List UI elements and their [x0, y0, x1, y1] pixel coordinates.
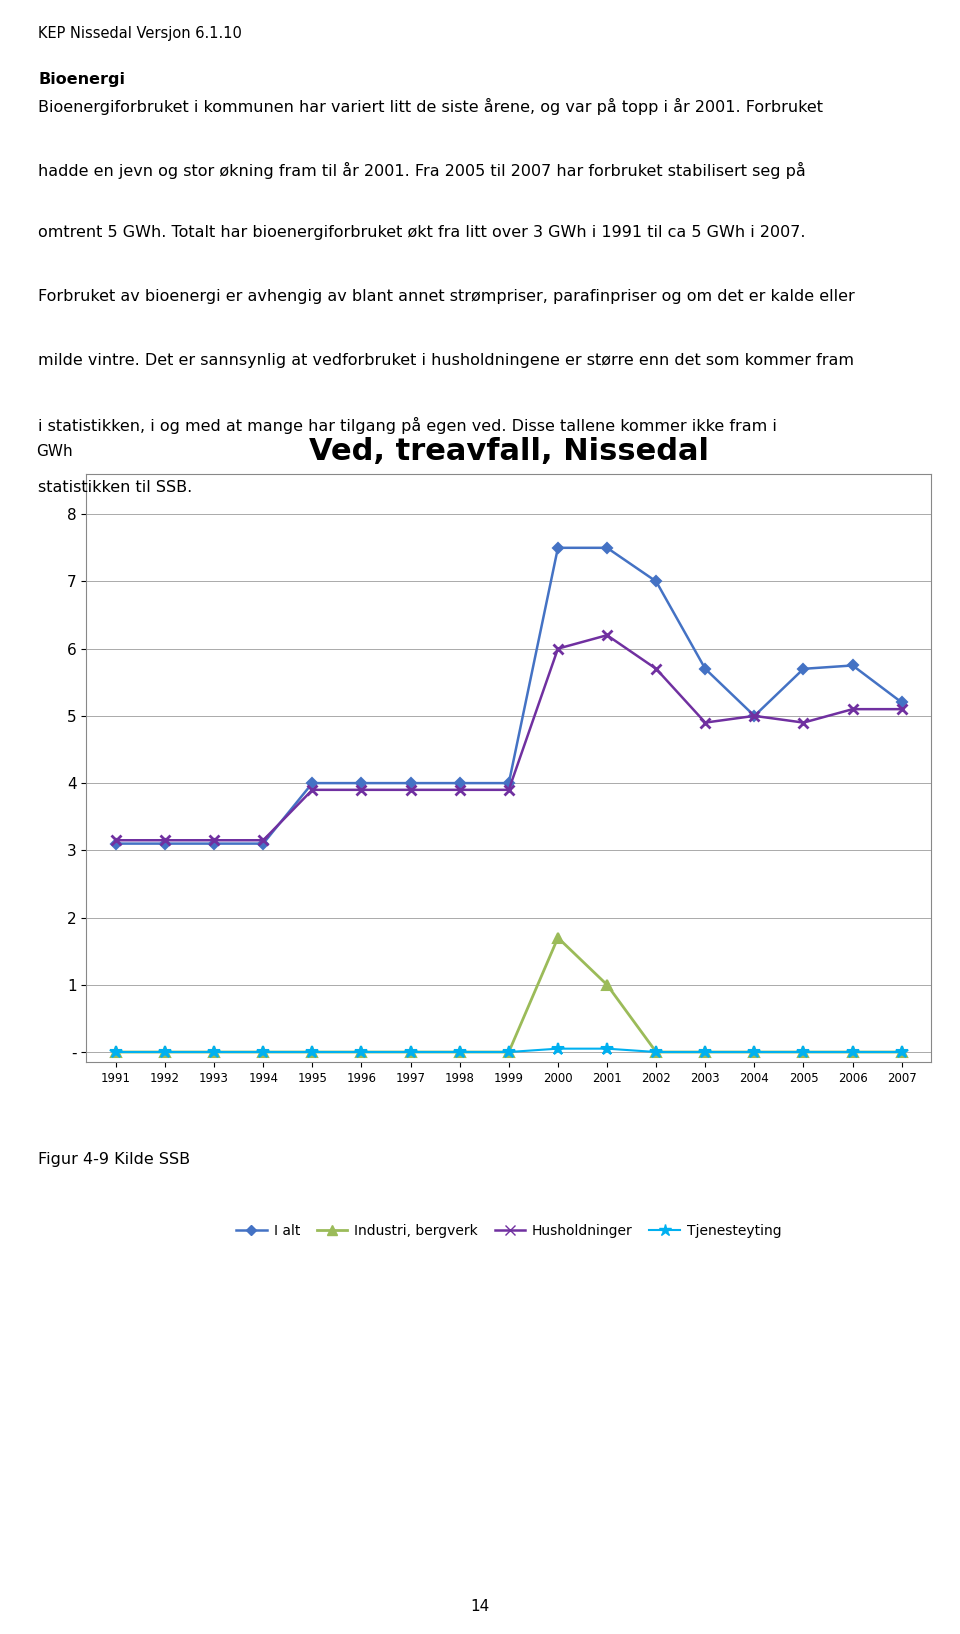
Industri, bergverk	[601, 975, 612, 995]
I alt	[896, 693, 907, 712]
Text: hadde en jevn og stor økning fram til år 2001. Fra 2005 til 2007 har forbruket s: hadde en jevn og stor økning fram til år…	[38, 162, 806, 178]
Industri, bergverk	[650, 1042, 661, 1062]
Industri, bergverk	[552, 928, 564, 948]
Husholdninger	[159, 830, 171, 850]
Husholdninger	[896, 699, 907, 719]
Industri, bergverk	[306, 1042, 318, 1062]
Tjenesteyting	[749, 1042, 760, 1062]
Tjenesteyting	[159, 1042, 171, 1062]
Industri, bergverk	[847, 1042, 858, 1062]
Industri, bergverk	[159, 1042, 171, 1062]
Husholdninger	[847, 699, 858, 719]
Industri, bergverk	[503, 1042, 515, 1062]
Husholdninger	[257, 830, 269, 850]
Text: omtrent 5 GWh. Totalt har bioenergiforbruket økt fra litt over 3 GWh i 1991 til : omtrent 5 GWh. Totalt har bioenergiforbr…	[38, 225, 805, 240]
Line: Tjenesteyting: Tjenesteyting	[109, 1042, 908, 1059]
Line: I alt: I alt	[112, 544, 905, 846]
Text: 14: 14	[470, 1600, 490, 1614]
Husholdninger	[749, 706, 760, 725]
I alt	[405, 773, 417, 792]
Text: i statistikken, i og med at mange har tilgang på egen ved. Disse tallene kommer : i statistikken, i og med at mange har ti…	[38, 417, 778, 433]
Tjenesteyting	[208, 1042, 220, 1062]
Text: statistikken til SSB.: statistikken til SSB.	[38, 480, 193, 495]
I alt	[110, 833, 122, 853]
Text: Bioenergiforbruket i kommunen har variert litt de siste årene, og var på topp i : Bioenergiforbruket i kommunen har varier…	[38, 98, 824, 114]
Husholdninger	[208, 830, 220, 850]
I alt	[503, 773, 515, 792]
Tjenesteyting	[454, 1042, 466, 1062]
Text: GWh: GWh	[36, 444, 72, 459]
I alt	[798, 659, 809, 678]
Tjenesteyting	[847, 1042, 858, 1062]
Industri, bergverk	[405, 1042, 417, 1062]
I alt	[159, 833, 171, 853]
Tjenesteyting	[257, 1042, 269, 1062]
Husholdninger	[552, 639, 564, 659]
Tjenesteyting	[110, 1042, 122, 1062]
I alt	[306, 773, 318, 792]
I alt	[454, 773, 466, 792]
Industri, bergverk	[700, 1042, 711, 1062]
Tjenesteyting	[798, 1042, 809, 1062]
Industri, bergverk	[356, 1042, 368, 1062]
Husholdninger	[356, 779, 368, 799]
I alt	[700, 659, 711, 678]
Industri, bergverk	[110, 1042, 122, 1062]
I alt	[650, 572, 661, 592]
Husholdninger	[454, 779, 466, 799]
Industri, bergverk	[749, 1042, 760, 1062]
Industri, bergverk	[257, 1042, 269, 1062]
I alt	[257, 833, 269, 853]
Husholdninger	[405, 779, 417, 799]
Husholdninger	[503, 779, 515, 799]
Tjenesteyting	[700, 1042, 711, 1062]
Tjenesteyting	[306, 1042, 318, 1062]
I alt	[552, 538, 564, 557]
Line: Industri, bergverk: Industri, bergverk	[111, 933, 906, 1057]
Husholdninger	[601, 626, 612, 645]
Husholdninger	[798, 712, 809, 732]
Industri, bergverk	[798, 1042, 809, 1062]
I alt	[601, 538, 612, 557]
Legend: I alt, Industri, bergverk, Husholdninger, Tjenesteyting: I alt, Industri, bergverk, Husholdninger…	[230, 1219, 787, 1243]
Husholdninger	[110, 830, 122, 850]
Text: Bioenergi: Bioenergi	[38, 72, 126, 87]
I alt	[208, 833, 220, 853]
Tjenesteyting	[503, 1042, 515, 1062]
I alt	[749, 706, 760, 725]
Industri, bergverk	[896, 1042, 907, 1062]
Tjenesteyting	[601, 1039, 612, 1059]
Tjenesteyting	[356, 1042, 368, 1062]
Husholdninger	[650, 659, 661, 678]
Text: KEP Nissedal Versjon 6.1.10: KEP Nissedal Versjon 6.1.10	[38, 26, 242, 41]
Husholdninger	[306, 779, 318, 799]
Tjenesteyting	[896, 1042, 907, 1062]
Tjenesteyting	[405, 1042, 417, 1062]
I alt	[847, 655, 858, 675]
Text: Forbruket av bioenergi er avhengig av blant annet strømpriser, parafinpriser og : Forbruket av bioenergi er avhengig av bl…	[38, 289, 855, 304]
Industri, bergverk	[208, 1042, 220, 1062]
Line: Husholdninger: Husholdninger	[111, 631, 906, 845]
Husholdninger	[700, 712, 711, 732]
I alt	[356, 773, 368, 792]
Text: milde vintre. Det er sannsynlig at vedforbruket i husholdningene er større enn d: milde vintre. Det er sannsynlig at vedfo…	[38, 353, 854, 368]
Industri, bergverk	[454, 1042, 466, 1062]
Tjenesteyting	[552, 1039, 564, 1059]
Title: Ved, treavfall, Nissedal: Ved, treavfall, Nissedal	[309, 436, 708, 466]
Tjenesteyting	[650, 1042, 661, 1062]
Text: Figur 4-9 Kilde SSB: Figur 4-9 Kilde SSB	[38, 1152, 190, 1167]
